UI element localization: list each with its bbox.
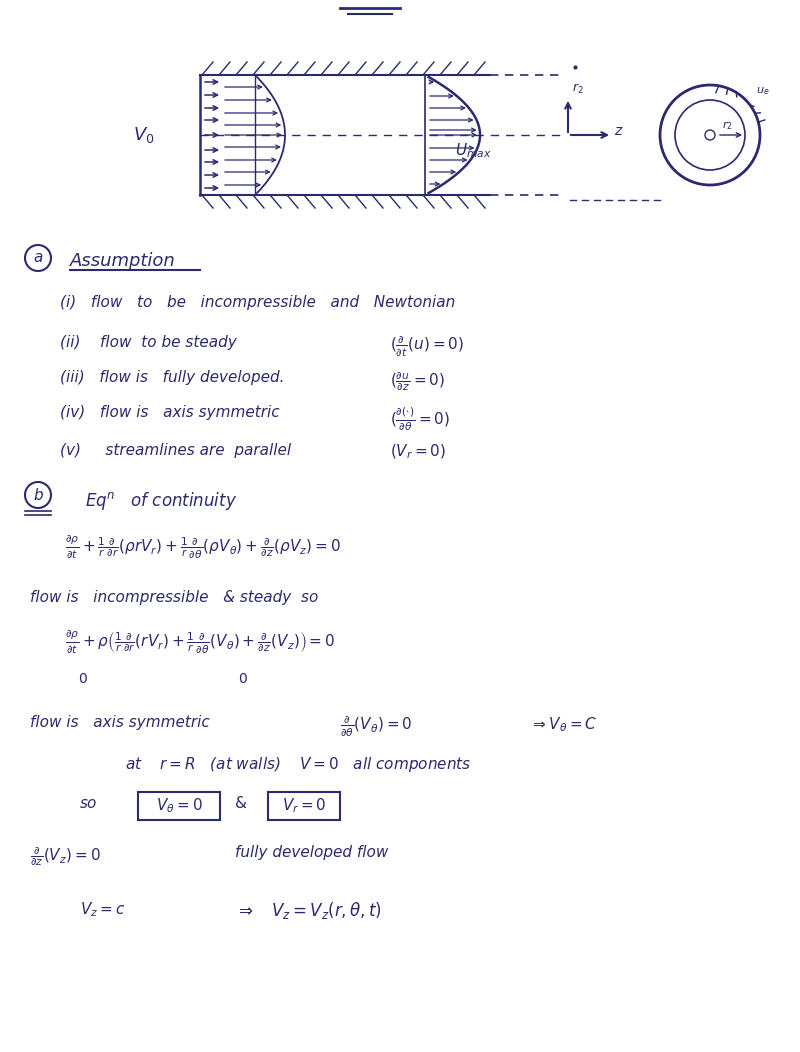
Text: fully developed flow: fully developed flow [235,845,388,859]
Text: $\Rightarrow  V_\theta = C$: $\Rightarrow V_\theta = C$ [530,715,598,733]
Text: &: & [235,796,247,811]
Text: (iii)   flow is   fully developed.: (iii) flow is fully developed. [60,370,285,385]
Text: b: b [33,487,43,503]
Text: a: a [34,250,42,265]
Text: $V_0$: $V_0$ [134,125,155,145]
Text: $Eq^n$   of continuity: $Eq^n$ of continuity [85,490,237,512]
Text: $\frac{\partial \rho}{\partial t} + \frac{1}{r}\frac{\partial}{\partial r}(\rho : $\frac{\partial \rho}{\partial t} + \fra… [65,535,341,562]
Text: (iv)   flow is   axis symmetric: (iv) flow is axis symmetric [60,405,280,420]
Text: flow is   incompressible   & steady  so: flow is incompressible & steady so [30,590,318,605]
Text: $V_z = c$: $V_z = c$ [80,901,126,918]
Text: $r_2$: $r_2$ [572,82,584,96]
Text: so: so [80,796,98,811]
Text: $( V_r = 0 )$: $( V_r = 0 )$ [390,443,446,462]
Text: $( \frac{\partial}{\partial t}(u) = 0 )$: $( \frac{\partial}{\partial t}(u) = 0 )$ [390,335,464,359]
Text: Assumption: Assumption [70,252,176,270]
Text: $\frac{\partial \rho}{\partial t} + \rho \left( \frac{1}{r}\frac{\partial}{\part: $\frac{\partial \rho}{\partial t} + \rho… [65,630,335,656]
Text: $V_r = 0$: $V_r = 0$ [282,796,326,815]
Text: $\frac{\partial}{\partial \theta}(V_\theta) = 0$: $\frac{\partial}{\partial \theta}(V_\the… [340,715,413,740]
Text: $\frac{\partial}{\partial z}(V_z) = 0$: $\frac{\partial}{\partial z}(V_z) = 0$ [30,845,101,868]
Text: (i)   flow   to   be   incompressible   and   Newtonian: (i) flow to be incompressible and Newton… [60,295,455,310]
Text: $\Rightarrow$   $V_z = V_z(r, \theta, t)$: $\Rightarrow$ $V_z = V_z(r, \theta, t)$ [235,901,382,920]
Text: 0: 0 [238,672,246,686]
Text: (ii)    flow  to be steady: (ii) flow to be steady [60,335,237,350]
Text: $z$: $z$ [614,124,623,138]
Text: $( \frac{\partial u}{\partial z} = 0 )$: $( \frac{\partial u}{\partial z} = 0 )$ [390,370,445,392]
Text: flow is   axis symmetric: flow is axis symmetric [30,715,210,730]
Text: 0: 0 [78,672,86,686]
Text: (v)     streamlines are  parallel: (v) streamlines are parallel [60,443,291,458]
Text: $V_\theta = 0$: $V_\theta = 0$ [156,796,202,815]
Text: $U_{max}$: $U_{max}$ [455,141,491,160]
Text: at    $r = R$   (at walls)    $V = 0$   all components: at $r = R$ (at walls) $V = 0$ all compon… [125,755,471,774]
Text: $( \frac{\partial(\cdot)}{\partial \theta} = 0 )$: $( \frac{\partial(\cdot)}{\partial \thet… [390,405,450,432]
Text: $r_2$: $r_2$ [722,119,733,132]
Text: $u_e$: $u_e$ [756,85,770,97]
